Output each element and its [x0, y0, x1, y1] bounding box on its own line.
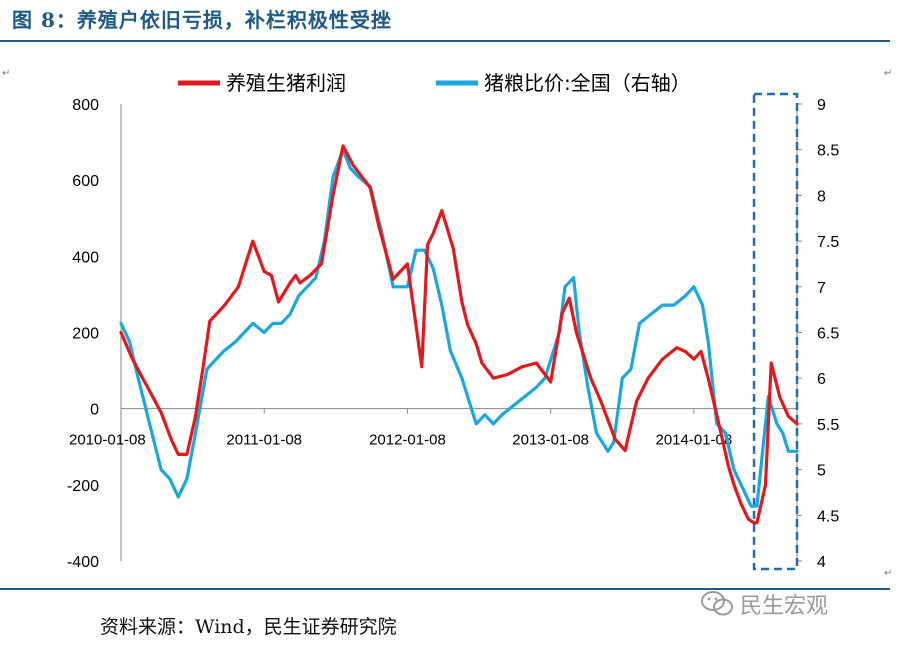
profit-series-line: [119, 144, 799, 525]
right-tick-label: 6: [817, 371, 826, 388]
right-tick-label: 4: [817, 554, 826, 571]
right-tick-label: 8.5: [817, 143, 839, 160]
left-tick-label: -200: [67, 478, 99, 495]
right-tick-label: 8: [817, 188, 826, 205]
figure-title: 图 8：养殖户依旧亏损，补栏积极性受挫: [12, 8, 392, 32]
right-tick-label: 9: [817, 97, 826, 114]
right-tick-label: 5: [817, 463, 826, 480]
right-tick-label: 4.5: [817, 508, 839, 525]
edit-mark: ↵: [884, 568, 893, 579]
highlight-box: [752, 92, 799, 571]
series-layer: [119, 144, 799, 525]
wechat-brand: 民生宏观: [700, 588, 828, 620]
brand-label: 民生宏观: [740, 594, 829, 619]
ratio-series-line: [119, 148, 799, 508]
x-tick-label: 2012-01-08: [369, 432, 446, 449]
x-tick-label: 2011-01-08: [226, 432, 302, 449]
right-tick-label: 7: [817, 280, 826, 297]
left-tick-label: 800: [72, 97, 99, 114]
left-tick-label: 200: [72, 326, 99, 343]
legend-label: 养殖生猪利润: [226, 71, 346, 95]
left-tick-label: 400: [72, 249, 99, 266]
wechat-icon: [701, 591, 733, 616]
edit-mark: ↵: [2, 68, 11, 79]
source-note: 资料来源：Wind，民生证券研究院: [100, 616, 397, 638]
chart-legend: 养殖生猪利润 猪粮比价:全国（右轴）: [178, 71, 691, 95]
x-tick-label: 2010-01-08: [69, 432, 146, 449]
left-tick-label: 0: [90, 402, 99, 419]
edit-mark: ↵: [884, 68, 893, 79]
left-tick-label: -400: [67, 554, 99, 571]
right-tick-label: 5.5: [817, 417, 839, 434]
title-rule: [0, 40, 890, 42]
legend-label: 猪粮比价:全国（右轴）: [484, 71, 691, 95]
x-tick-label: 2013-01-08: [512, 432, 589, 449]
footer-rule: [0, 588, 890, 590]
right-tick-label: 6.5: [817, 326, 839, 343]
x-tick-label: 2014-01-08: [656, 432, 733, 449]
chart-axes: 800 600 400 200 0 -200 -400 9 8.5 8 7.5 7 6.5 6 5.5 5 4.…: [67, 97, 839, 571]
right-tick-label: 7.5: [817, 234, 839, 251]
left-tick-label: 600: [72, 173, 99, 190]
highlight-layer: [752, 92, 799, 571]
